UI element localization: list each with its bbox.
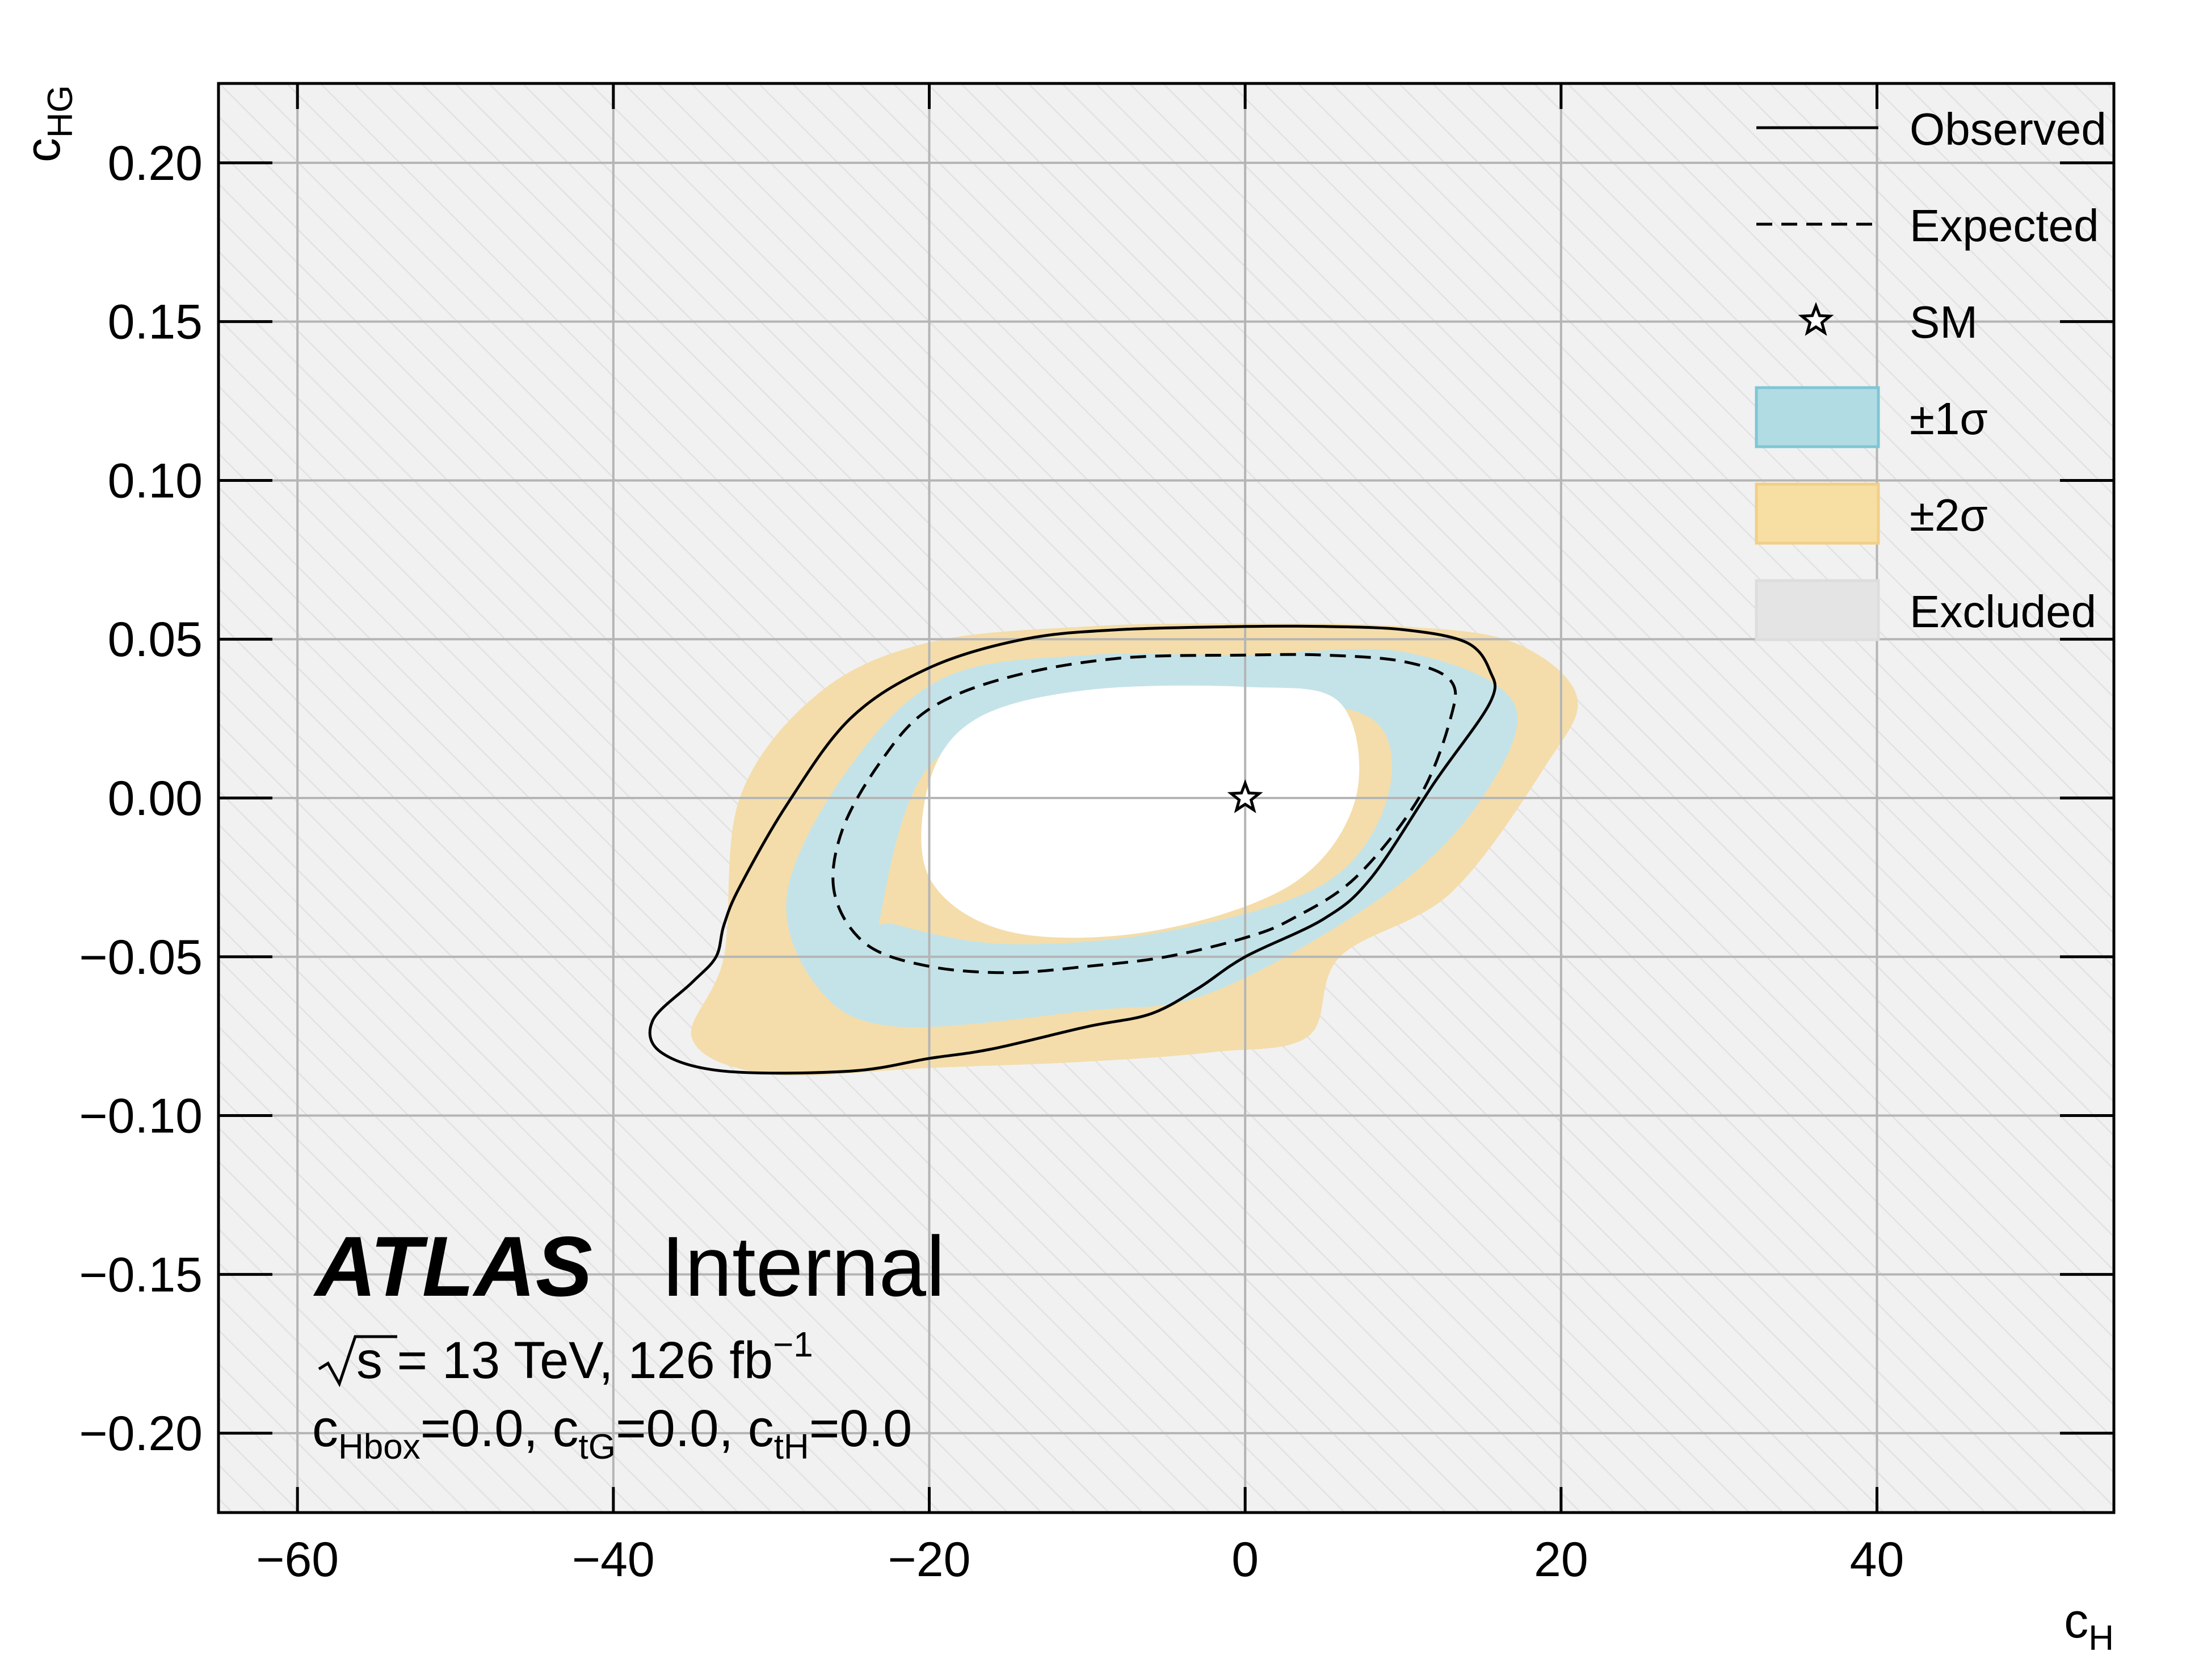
legend-item-sm: SM	[1798, 297, 1978, 347]
legend-swatch	[1755, 579, 1880, 641]
y-tick-label: 0.00	[108, 771, 203, 826]
energy-luminosity: s = 13 TeV, 126 fb−1	[356, 1325, 813, 1389]
x-axis-label: cH	[2064, 1594, 2114, 1658]
contour-regions	[691, 623, 1578, 1076]
legend-star-icon	[1798, 301, 1834, 336]
atlas-label: ATLAS Internal s = 13 TeV, 126 fb−1 cHbo…	[312, 1219, 945, 1467]
x-tick-label: 40	[1850, 1532, 1904, 1587]
legend-label: ±1σ	[1910, 393, 1988, 444]
y-tick-labels: 0.20 0.15 0.10 0.05 0.00 −0.05 −0.10 −0.15 −0.20	[79, 136, 203, 1461]
x-tick-label: 20	[1534, 1532, 1588, 1587]
y-tick-label: −0.15	[79, 1248, 203, 1302]
legend-item-2: ±2σ	[1755, 482, 1988, 545]
y-tick-label: 0.15	[108, 295, 203, 350]
y-tick-label: 0.10	[108, 453, 203, 508]
legend-label: Excluded	[1910, 586, 2096, 637]
x-tick-label: −20	[888, 1532, 971, 1587]
x-tick-label: 0	[1231, 1532, 1259, 1587]
legend-item-observed: Observed	[1756, 104, 2107, 154]
y-axis-label: cHG	[16, 85, 80, 162]
plot-area	[217, 82, 2116, 1514]
status-label: Internal	[661, 1219, 945, 1314]
fixed-parameters: cHbox=0.0, ctG=0.0, ctH=0.0	[312, 1400, 912, 1467]
y-tick-label: 0.20	[108, 136, 203, 191]
plot-frame	[217, 82, 2116, 1514]
observed-contour	[648, 624, 1497, 1075]
legend: Observed Expected SM ±1σ ±2σ Excluded	[1755, 104, 2107, 641]
expected-contour	[831, 653, 1457, 975]
sm-point	[1227, 779, 1263, 813]
sqrt-sign	[318, 1335, 397, 1388]
legend-label: ±2σ	[1910, 490, 1988, 540]
legend-item-excluded: Excluded	[1755, 579, 2096, 641]
legend-swatch	[1755, 386, 1880, 448]
y-tick-label: −0.20	[79, 1406, 203, 1461]
x-tick-labels: −60 −40 −20 0 20 40	[256, 1532, 1904, 1587]
legend-label: SM	[1910, 297, 1978, 347]
experiment-name: ATLAS	[313, 1219, 592, 1314]
legend-swatch	[1755, 482, 1880, 545]
y-tick-label: −0.05	[79, 930, 203, 985]
sm-star-marker	[1227, 779, 1263, 813]
legend-label: Expected	[1910, 200, 2099, 251]
legend-item-expected: Expected	[1756, 200, 2099, 251]
contour-lines	[648, 624, 1497, 1075]
y-tick-label: 0.05	[108, 612, 203, 667]
legend-label: Observed	[1910, 104, 2107, 154]
axis-ticks	[218, 83, 2114, 1513]
x-tick-label: −40	[572, 1532, 655, 1587]
allowed-region	[921, 685, 1360, 938]
legend-item-1: ±1σ	[1755, 386, 1988, 448]
y-tick-label: −0.10	[79, 1089, 203, 1144]
x-tick-label: −60	[256, 1532, 339, 1587]
